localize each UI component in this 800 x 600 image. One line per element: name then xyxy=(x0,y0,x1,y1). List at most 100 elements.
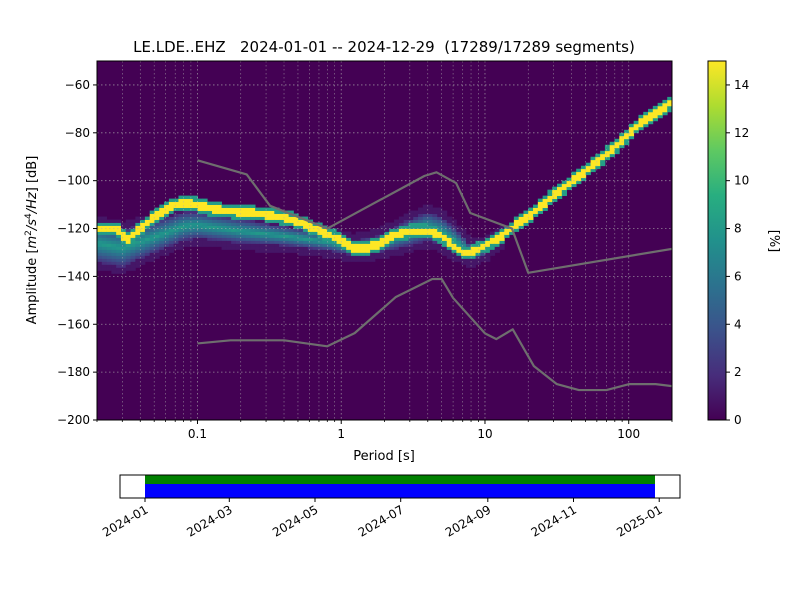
heatmap-cell xyxy=(408,237,414,241)
heatmap-cell xyxy=(216,210,222,214)
heatmap-cell xyxy=(652,105,659,110)
heatmap-cell xyxy=(355,252,361,256)
heatmap-cell xyxy=(317,231,323,235)
heatmap-cell xyxy=(149,219,155,223)
heatmap-cell xyxy=(537,210,544,214)
heatmap-cell xyxy=(370,240,376,244)
timeline-tick-label: 2025-01 xyxy=(614,502,664,539)
heatmap-cell xyxy=(418,240,424,244)
heatmap-cell xyxy=(331,246,337,250)
heatmap-cell xyxy=(154,237,160,241)
heatmap-cell xyxy=(97,261,103,265)
heatmap-cell xyxy=(250,237,256,241)
heatmap-cell xyxy=(183,234,189,238)
heatmap-cell xyxy=(101,261,107,265)
heatmap-cell xyxy=(235,207,242,211)
heatmap-cell xyxy=(120,246,127,250)
heatmap-cell xyxy=(571,171,577,176)
heatmap-cell xyxy=(336,246,342,250)
heatmap-cell xyxy=(432,240,438,244)
heatmap-cell xyxy=(212,219,218,223)
heatmap-cell xyxy=(240,237,246,241)
heatmap-cell xyxy=(221,219,227,223)
heatmap-cell xyxy=(231,216,237,220)
heatmap-cell xyxy=(130,222,136,226)
heatmap-cell xyxy=(446,252,452,256)
heatmap-cell xyxy=(283,222,290,226)
heatmap-cell xyxy=(101,264,107,268)
heatmap-cell xyxy=(140,237,146,241)
heatmap-cell xyxy=(346,258,352,262)
heatmap-cell xyxy=(235,210,242,214)
heatmap-cell xyxy=(154,216,160,220)
heatmap-cell xyxy=(370,234,376,238)
heatmap-cell xyxy=(461,243,467,247)
heatmap-cell xyxy=(120,267,127,271)
y-tick-label: −180 xyxy=(57,365,90,379)
heatmap-cell xyxy=(245,237,251,241)
heatmap-cell xyxy=(422,204,429,208)
heatmap-cell xyxy=(480,258,486,262)
heatmap-cell xyxy=(360,252,366,256)
heatmap-cell xyxy=(101,258,107,262)
heatmap-cell xyxy=(207,207,213,211)
y-tick-label: −160 xyxy=(57,317,90,331)
heatmap-cell xyxy=(365,246,371,250)
heatmap-cell xyxy=(336,240,342,244)
heatmap-cell xyxy=(120,264,127,268)
heatmap-cell xyxy=(116,237,122,241)
heatmap-cell xyxy=(322,240,328,244)
heatmap-cell xyxy=(475,237,481,241)
heatmap-cell xyxy=(312,228,318,232)
colorbar xyxy=(707,60,727,421)
heatmap-cell xyxy=(207,213,213,217)
heatmap-cell xyxy=(427,225,433,229)
heatmap-cell xyxy=(178,210,184,214)
heatmap-cell xyxy=(106,264,112,268)
heatmap-cell xyxy=(379,228,385,232)
heatmap-cell xyxy=(178,216,184,220)
heatmap-cell xyxy=(154,222,160,226)
heatmap-cell xyxy=(355,258,361,262)
heatmap-cell xyxy=(427,231,433,235)
heatmap-cell xyxy=(327,228,333,232)
heatmap-cell xyxy=(298,249,304,253)
heatmap-cell xyxy=(494,228,500,232)
heatmap-cell xyxy=(657,111,663,116)
heatmap-cell xyxy=(120,231,127,235)
heatmap-cell xyxy=(192,231,199,235)
heatmap-cell xyxy=(159,204,165,208)
heatmap-cell xyxy=(489,246,496,250)
heatmap-cell xyxy=(183,198,189,203)
heatmap-cell xyxy=(111,258,117,262)
heatmap-cell xyxy=(403,240,409,244)
heatmap-cell xyxy=(485,246,491,250)
heatmap-cell xyxy=(231,219,237,223)
heatmap-cell xyxy=(207,222,213,226)
heatmap-cell xyxy=(365,258,371,262)
heatmap-cell xyxy=(346,252,352,256)
heatmap-cell xyxy=(240,225,246,229)
heatmap-cell xyxy=(149,231,155,235)
heatmap-cell xyxy=(465,255,472,259)
heatmap-cell xyxy=(370,243,376,247)
heatmap-cell xyxy=(101,216,107,220)
heatmap-cell xyxy=(365,252,371,256)
heatmap-cell xyxy=(235,213,242,217)
heatmap-cell xyxy=(274,219,280,223)
heatmap-cell xyxy=(264,246,270,250)
heatmap-cell xyxy=(168,228,175,232)
heatmap-cell xyxy=(231,222,237,226)
heatmap-cell xyxy=(389,222,395,226)
heatmap-cell xyxy=(322,237,328,241)
heatmap-cell xyxy=(106,219,112,223)
heatmap-cell xyxy=(355,243,361,247)
heatmap-cell xyxy=(197,243,203,247)
heatmap-cell xyxy=(183,222,189,226)
heatmap-cell xyxy=(470,243,476,247)
heatmap-cell xyxy=(365,243,371,247)
heatmap-cell xyxy=(394,228,400,232)
heatmap-cell xyxy=(135,261,141,265)
heatmap-cell xyxy=(259,210,266,214)
heatmap-cell xyxy=(216,228,222,232)
